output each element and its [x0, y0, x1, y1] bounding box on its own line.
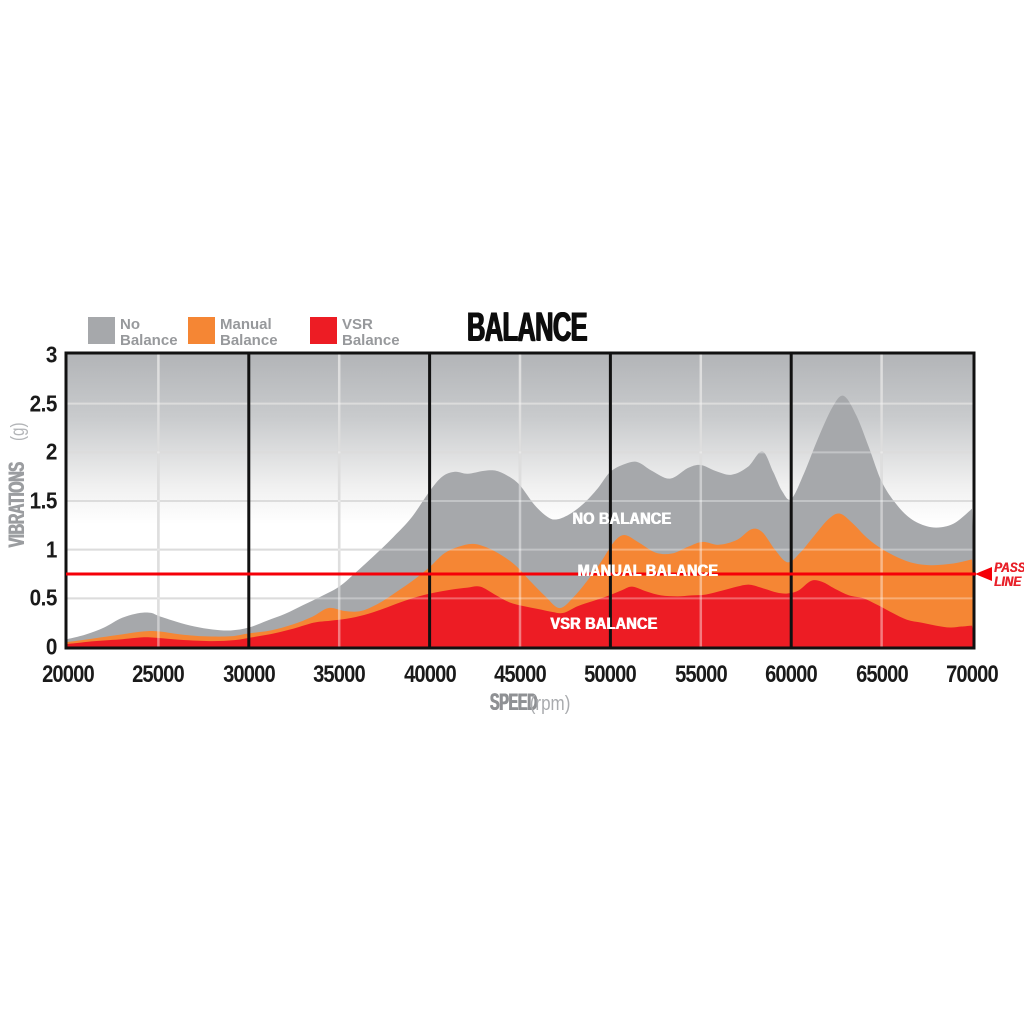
x-tick-30000: 30000: [222, 661, 276, 688]
legend-label: Manual Balance: [220, 316, 278, 349]
x-tick-35000: 35000: [313, 661, 366, 688]
pass-line-label-line2: LINE: [994, 574, 1022, 589]
y-tick-3: 3: [45, 341, 58, 368]
x-axis-title: SPEED (rpm): [474, 689, 574, 717]
y-tick-0: 0: [45, 633, 58, 660]
legend-swatch: [188, 317, 215, 344]
x-tick-55000: 55000: [674, 661, 728, 688]
legend-swatch: [88, 317, 115, 344]
x-axis-unit: (rpm): [529, 693, 571, 715]
y-axis-title: VIBRATIONS (g): [4, 421, 30, 570]
legend-item-vsr-balance: VSR Balance: [310, 317, 400, 348]
x-axis-label: SPEED: [489, 689, 538, 716]
y-axis-unit: (g): [8, 422, 29, 442]
legend-swatch: [310, 317, 337, 344]
x-tick-50000: 50000: [584, 661, 637, 688]
pass-line-label: PASS LINE: [994, 561, 1024, 589]
x-tick-60000: 60000: [765, 661, 818, 688]
y-tick-0.5: 0.5: [29, 584, 58, 611]
y-tick-2.5: 2.5: [29, 390, 58, 417]
vsr-balance-area-label: VSR BALANCE: [550, 614, 658, 633]
legend-item-no-balance: No Balance: [88, 317, 178, 348]
y-tick-1.5: 1.5: [29, 487, 58, 514]
x-tick-70000: 70000: [946, 661, 999, 688]
y-axis-label: VIBRATIONS: [4, 462, 29, 548]
y-tick-2: 2: [45, 438, 58, 465]
y-tick-1: 1: [45, 536, 58, 563]
pass-line-label-line1: PASS: [994, 560, 1024, 575]
x-tick-40000: 40000: [403, 661, 457, 688]
x-tick-65000: 65000: [855, 661, 909, 688]
chart-title: BALANCE: [467, 303, 588, 350]
x-tick-25000: 25000: [132, 661, 185, 688]
x-tick-45000: 45000: [494, 661, 547, 688]
legend-label: No Balance: [120, 316, 178, 349]
legend-label: VSR Balance: [342, 316, 400, 349]
x-tick-20000: 20000: [42, 661, 95, 688]
manual-balance-area-label: MANUAL BALANCE: [577, 561, 719, 580]
legend-item-manual-balance: Manual Balance: [188, 317, 278, 348]
no-balance-area-label: NO BALANCE: [572, 509, 672, 528]
